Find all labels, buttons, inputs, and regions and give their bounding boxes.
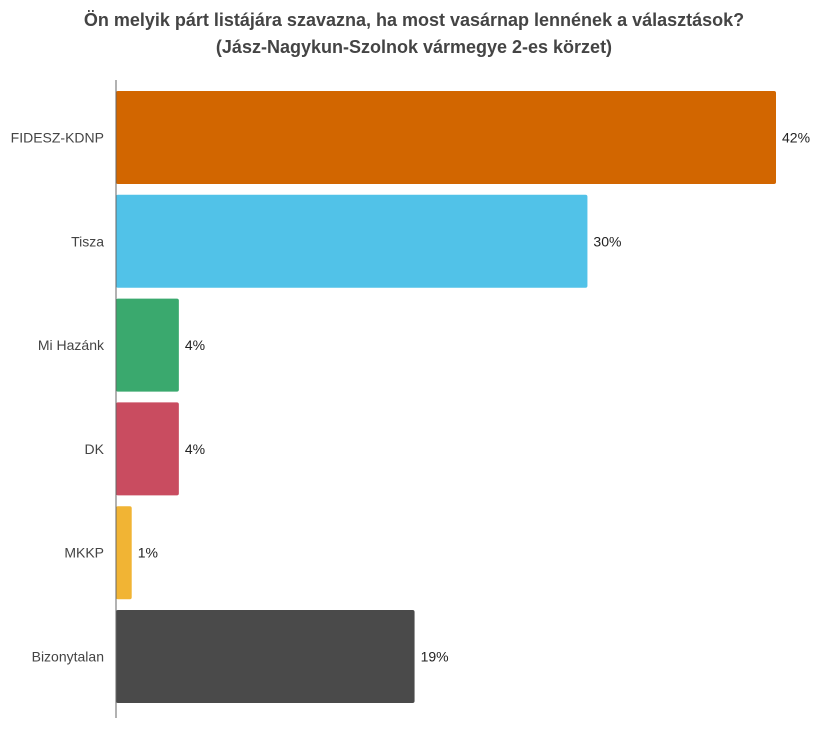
category-label: FIDESZ-KDNP [11, 130, 104, 146]
category-label: Tisza [71, 233, 104, 249]
bar [116, 194, 588, 288]
bar [116, 610, 415, 703]
category-label: Mi Hazánk [38, 337, 105, 353]
value-label: 19% [421, 649, 449, 665]
value-label: 42% [782, 130, 810, 146]
chart-title: Ön melyik párt listájára szavazna, ha mo… [83, 10, 745, 30]
value-label: 30% [593, 233, 621, 249]
bar [116, 298, 179, 392]
value-label: 1% [138, 545, 158, 561]
category-label: Bizonytalan [32, 649, 104, 665]
bar [116, 91, 776, 184]
value-label: 4% [185, 441, 205, 457]
value-label: 4% [185, 337, 205, 353]
bar [116, 506, 132, 600]
chart-subtitle: (Jász-Nagykun-Szolnok vármegye 2-es körz… [215, 37, 613, 57]
category-label: DK [85, 441, 105, 457]
bar [116, 402, 179, 496]
category-label: MKKP [64, 545, 104, 561]
